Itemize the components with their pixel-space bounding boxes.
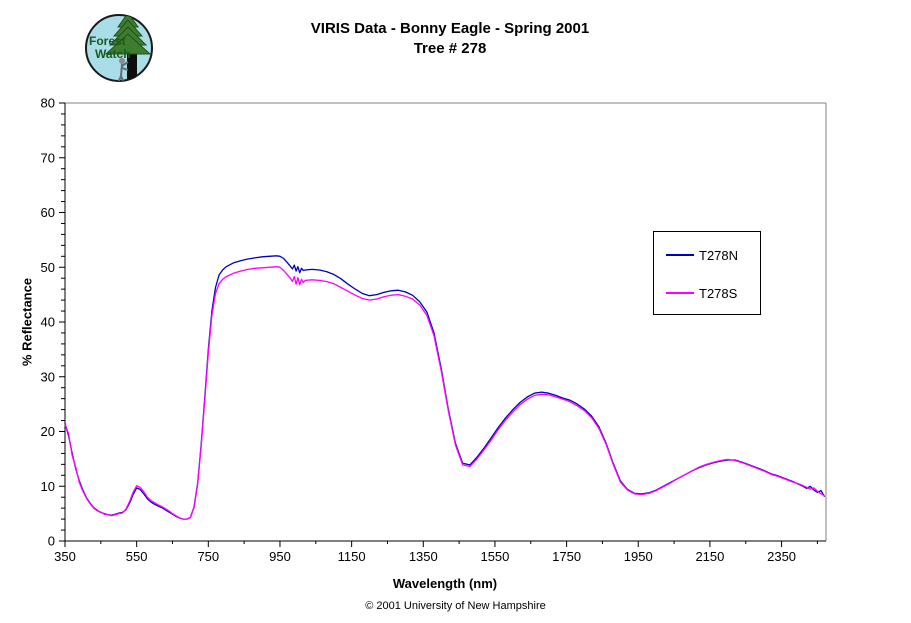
legend-label: T278N [699,247,739,263]
x-tick-label: 1350 [409,549,438,564]
x-tick-label: 350 [54,549,76,564]
chart-title-block: VIRIS Data - Bonny Eagle - Spring 2001 T… [0,20,900,57]
chart-title: VIRIS Data - Bonny Eagle - Spring 2001 [310,20,590,37]
legend-line-swatch [666,254,694,256]
x-tick-label: 2350 [767,549,796,564]
x-tick-label: 550 [126,549,148,564]
legend-entry-t278n: T278N [666,246,738,264]
x-axis-title: Wavelength (nm) [392,576,498,591]
y-tick-label: 50 [41,260,55,275]
legend: T278N T278S [653,231,761,315]
series-line-t278s [64,266,825,520]
tree-hugger-icon [117,58,129,81]
legend-entry-t278s: T278S [666,284,737,302]
y-tick-label: 20 [41,424,55,439]
x-tick-label: 1550 [480,549,509,564]
logo-text-line1: Forest [89,34,126,48]
legend-label: T278S [699,285,738,301]
x-tick-label: 750 [197,549,219,564]
x-tick-label: 1950 [624,549,653,564]
y-tick-label: 40 [41,315,55,330]
y-axis-title: % Reflectance [19,277,35,367]
y-tick-label: 0 [48,534,55,549]
x-tick-label: 2150 [695,549,724,564]
legend-line-swatch [666,292,694,294]
forest-watch-logo: Forest Watch [85,14,153,82]
x-tick-label: 950 [269,549,291,564]
tree-icon [104,15,152,81]
y-tick-label: 30 [41,369,55,384]
logo-text-line2: Watch [95,47,131,61]
y-tick-label: 80 [41,96,55,111]
y-tick-label: 70 [41,150,55,165]
copyright-text: © 2001 University of New Hampshire [365,600,546,612]
x-tick-label: 1750 [552,549,581,564]
y-tick-label: 60 [41,205,55,220]
chart-subtitle: Tree # 278 [413,40,487,57]
y-tick-label: 10 [41,479,55,494]
x-tick-label: 1150 [338,549,366,564]
